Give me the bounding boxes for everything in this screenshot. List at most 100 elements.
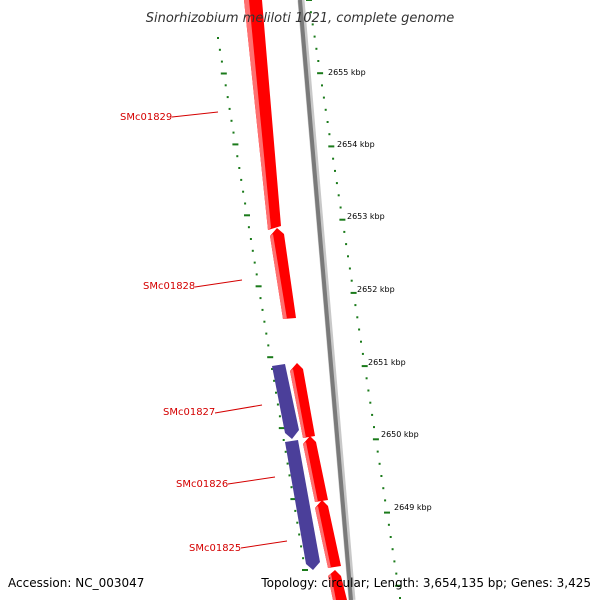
tick-mark [350, 291, 357, 294]
tick-mark [328, 133, 331, 136]
tick-mark [244, 202, 247, 205]
gene-smc01827[interactable] [290, 363, 315, 438]
tick-mark [393, 560, 396, 563]
tick-mark [300, 545, 303, 548]
right-tick-track [306, 0, 402, 599]
tick-mark [255, 285, 262, 288]
tick-mark [255, 273, 258, 276]
tick-mark [345, 243, 348, 246]
tick-mark [358, 328, 361, 331]
tick-mark [244, 214, 250, 217]
tick-mark [399, 597, 401, 599]
tick-mark [334, 169, 336, 172]
tick-mark [265, 332, 268, 335]
scale-label: 2654 kbp [337, 140, 375, 149]
tick-mark [271, 368, 274, 370]
tick-mark [348, 267, 351, 270]
tick-mark [354, 304, 357, 307]
leader-line [240, 540, 288, 549]
gene-smc01826-highlight [303, 442, 318, 502]
tick-mark [365, 377, 368, 380]
genome-backbone [297, 0, 356, 600]
accession-text: Accession: NC_003047 [8, 576, 144, 590]
tick-mark [313, 35, 316, 38]
tick-mark [389, 536, 392, 538]
tick-mark [371, 413, 374, 416]
tick-mark [361, 352, 364, 355]
tick-mark [226, 96, 229, 99]
tick-mark [220, 60, 223, 63]
scale-label: 2651 kbp [368, 358, 406, 367]
tick-mark [356, 316, 359, 319]
tick-mark [347, 255, 349, 258]
tick-mark [284, 450, 287, 453]
tick-mark [369, 401, 372, 404]
gene-smc01826[interactable] [303, 436, 328, 502]
tick-mark [311, 23, 314, 26]
leader-line [171, 111, 219, 118]
reverse-genes [272, 364, 320, 570]
tick-mark [273, 379, 276, 382]
tick-mark [290, 486, 293, 489]
tick-mark [337, 194, 340, 197]
gene-label[interactable]: SMc01826 [176, 479, 228, 490]
gene-label[interactable]: SMc01825 [189, 543, 241, 554]
map-title: Sinorhizobium meliloti 1021, complete ge… [146, 11, 455, 26]
gene-label[interactable]: SMc01829 [120, 112, 172, 123]
tick-mark [315, 47, 318, 50]
left-tick-track [217, 37, 308, 571]
tick-mark [224, 84, 227, 87]
gene-label[interactable]: SMc01827 [163, 407, 215, 418]
tick-mark [328, 145, 335, 148]
tick-mark [384, 511, 390, 514]
tick-mark [317, 60, 320, 62]
tick-mark [332, 157, 335, 160]
tick-mark [298, 533, 301, 536]
tick-mark [240, 178, 243, 181]
tick-mark [294, 509, 297, 512]
gene-smc01829-highlight [244, 0, 271, 230]
tick-mark [339, 218, 346, 221]
scale-label: 2652 kbp [357, 285, 395, 294]
gene-smc01828[interactable] [270, 228, 296, 319]
tick-mark [263, 320, 266, 323]
tick-mark [286, 462, 289, 465]
gene-label[interactable]: SMc01828 [143, 281, 195, 292]
tick-mark [278, 415, 281, 418]
scale-labels: 2655 kbp 2654 kbp 2653 kbp 2652 kbp 2651… [328, 68, 432, 512]
tick-mark [251, 249, 254, 252]
tick-mark [302, 569, 308, 571]
scale-label: 2653 kbp [347, 212, 385, 221]
tick-mark [324, 108, 327, 111]
tick-mark [228, 107, 231, 110]
tick-mark [361, 365, 368, 368]
tick-mark [343, 230, 346, 233]
tick-mark [259, 297, 262, 300]
tick-mark [367, 389, 370, 392]
tick-mark [306, 0, 312, 1]
scale-label: 2655 kbp [328, 68, 366, 77]
gene-smc01828-highlight [270, 234, 287, 319]
tick-mark [253, 261, 256, 264]
tick-mark [238, 167, 241, 169]
gene-smc01825[interactable] [315, 500, 341, 568]
gene-reverse-2[interactable] [285, 440, 320, 570]
tick-mark [372, 438, 379, 441]
tick-mark [382, 487, 385, 490]
gene-reverse-1[interactable] [272, 364, 299, 439]
tick-mark [232, 131, 235, 134]
tick-mark [276, 403, 279, 406]
tick-mark [309, 11, 312, 14]
leader-line [194, 279, 243, 288]
tick-mark [321, 84, 323, 87]
tick-mark [373, 426, 375, 429]
forward-genes [244, 0, 347, 600]
tick-mark [261, 308, 264, 311]
tick-mark [288, 474, 291, 477]
tick-mark [339, 206, 342, 209]
leader-line [227, 476, 276, 485]
tick-mark [230, 119, 233, 122]
scale-label: 2650 kbp [381, 430, 419, 439]
leader-line [214, 404, 263, 414]
